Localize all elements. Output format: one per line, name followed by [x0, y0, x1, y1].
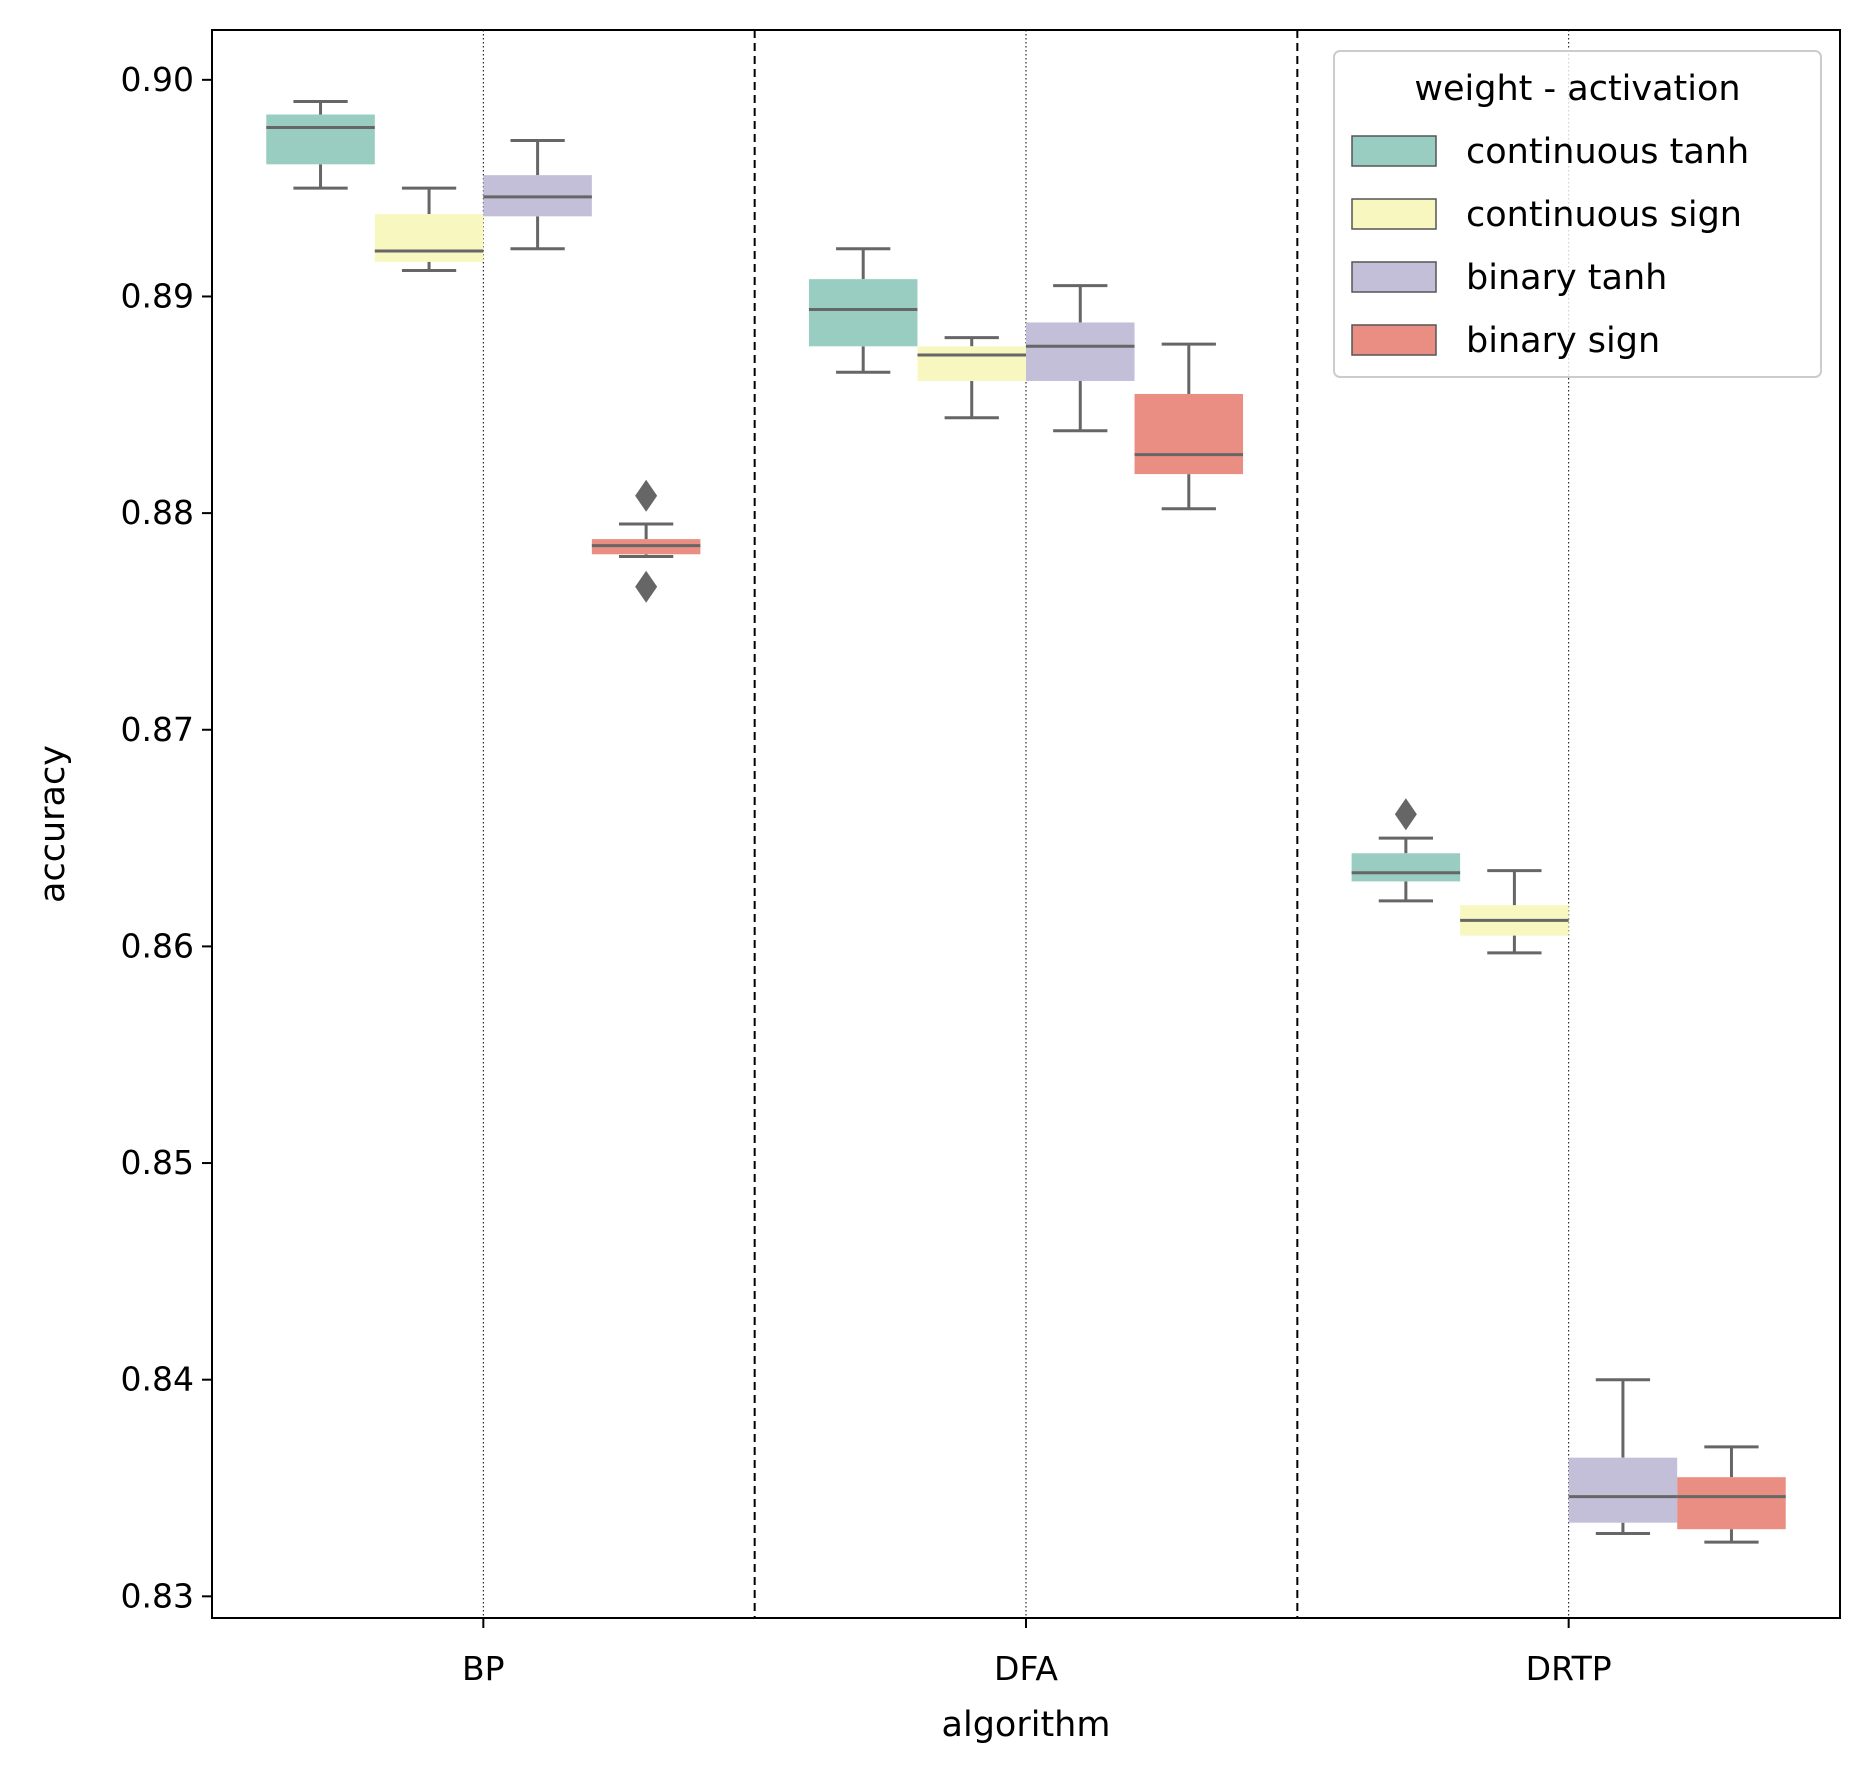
- boxes-layer: [266, 99, 1786, 1544]
- x-axis: BP DFA DRTP: [462, 1618, 1612, 1688]
- legend-items: continuous tanh continuous sign binary tan…: [1351, 132, 1749, 361]
- legend-swatch: [1351, 135, 1437, 167]
- box-body: [1568, 1457, 1678, 1523]
- box-body: [808, 279, 918, 347]
- box-body: [917, 346, 1026, 381]
- x-axis-title: algorithm: [942, 1705, 1111, 1745]
- box-continuous-sign-DRTP: [1460, 869, 1569, 955]
- y-axis-title: accuracy: [33, 745, 73, 903]
- box-body: [266, 114, 375, 165]
- legend-title: weight - activation: [1414, 69, 1740, 109]
- x-tick-label: DFA: [994, 1649, 1058, 1688]
- y-tick-label: 0.86: [121, 926, 194, 965]
- box-binary-tanh-BP: [483, 138, 592, 251]
- legend-label: binary sign: [1466, 321, 1660, 361]
- box-continuous-tanh-BP: [266, 99, 375, 190]
- box-body: [1677, 1477, 1786, 1530]
- y-tick-label: 0.85: [121, 1143, 194, 1182]
- legend-swatch: [1351, 198, 1437, 230]
- legend-label: continuous sign: [1466, 195, 1742, 235]
- y-tick-label: 0.89: [121, 276, 194, 315]
- box-continuous-tanh-DFA: [808, 247, 918, 374]
- legend-label: binary tanh: [1466, 258, 1667, 298]
- legend-label: continuous tanh: [1466, 132, 1749, 172]
- box-body: [1026, 322, 1135, 381]
- y-tick-label: 0.87: [121, 710, 194, 749]
- y-tick-label: 0.90: [121, 60, 194, 99]
- box-body: [1134, 393, 1244, 475]
- x-tick-label: BP: [462, 1649, 505, 1688]
- box-binary-sign-DFA: [1134, 342, 1244, 511]
- y-axis: 0.83 0.84 0.85 0.86 0.87 0.88 0.89 0.90: [121, 60, 212, 1615]
- legend: weight - activation continuous tanhconti…: [1333, 50, 1822, 378]
- box-continuous-tanh-DRTP: [1351, 798, 1461, 903]
- box-binary-tanh-DFA: [1026, 284, 1135, 433]
- y-tick-label: 0.84: [121, 1360, 194, 1399]
- box-binary-sign-BP: [591, 479, 701, 603]
- box-continuous-sign-DFA: [917, 336, 1026, 420]
- outlier-marker: [1394, 798, 1417, 831]
- outlier-marker: [635, 570, 658, 603]
- box-binary-sign-DRTP: [1677, 1445, 1786, 1544]
- box-body: [374, 214, 484, 262]
- legend-frame: [1333, 50, 1822, 378]
- y-tick-label: 0.88: [121, 493, 194, 532]
- box-binary-tanh-DRTP: [1568, 1378, 1678, 1536]
- legend-swatch: [1351, 261, 1437, 293]
- outlier-marker: [635, 479, 658, 512]
- box-body: [1351, 853, 1461, 882]
- y-tick-label: 0.83: [121, 1576, 194, 1615]
- x-tick-label: DRTP: [1526, 1649, 1612, 1688]
- box-continuous-sign-BP: [374, 186, 484, 272]
- legend-swatch: [1351, 324, 1437, 356]
